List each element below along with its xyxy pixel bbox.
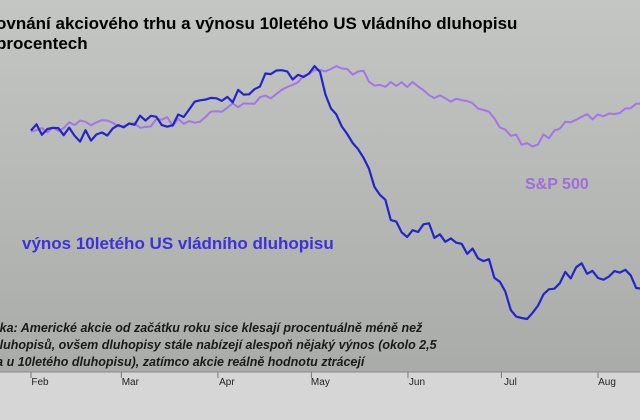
chart-title-line-1: ovnání akciového trhu a výnosu 10letého … [0,14,518,33]
x-axis-ticks [30,372,599,378]
x-tick-label-mar: Mar [121,377,139,388]
series-line-bond-yield [30,65,640,321]
legend-label-sp500: S&P 500 [525,176,589,193]
x-tick-label-aug: Aug [598,377,616,388]
x-tick-label-jul: Jul [504,377,517,388]
chart-title-line-2: procentech [0,34,88,53]
series-line-sp500 [30,65,640,148]
chart-note: nka: Americké akcie od začátku roku sice… [0,321,437,369]
x-tick-label-may: May [310,377,330,388]
x-tick-label-apr: Apr [219,377,235,388]
x-tick-label-jun: Jun [408,377,426,388]
series-lines [30,65,640,321]
legend-label-bond-yield: výnos 10letého US vládního dluhopisu [22,234,334,253]
x-tick-label-feb: Feb [31,377,49,388]
x-axis-band [0,372,640,420]
